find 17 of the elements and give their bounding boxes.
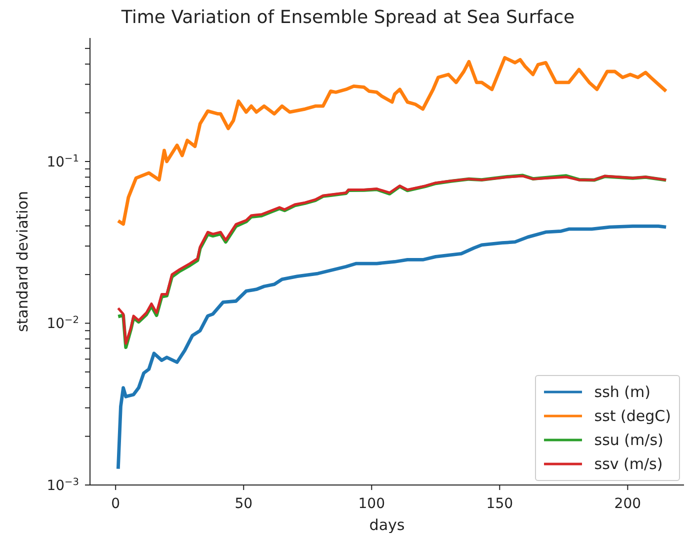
chart-title: Time Variation of Ensemble Spread at Sea Surface [120, 7, 576, 30]
y-tick-label: 10$^{−1}$ [46, 152, 79, 170]
legend-label: ssh (m) [594, 383, 650, 401]
x-tick-label: 50 [234, 496, 253, 512]
line-series [116, 224, 668, 470]
line-series [116, 56, 668, 226]
legend-label: sst (degC) [594, 407, 671, 425]
x-tick-label: 0 [111, 496, 120, 512]
x-tick-label: 200 [614, 496, 642, 512]
legend-label: ssv (m/s) [594, 455, 663, 473]
x-tick-label: 150 [486, 496, 514, 512]
x-tick-label: 100 [358, 496, 386, 512]
y-tick-label: 10$^{−2}$ [46, 314, 79, 332]
y-axis-title: standard deviation [13, 190, 32, 332]
y-tick-label: 10$^{−3}$ [46, 476, 79, 494]
x-axis-title: days [369, 516, 405, 534]
legend-label: ssu (m/s) [594, 431, 664, 449]
